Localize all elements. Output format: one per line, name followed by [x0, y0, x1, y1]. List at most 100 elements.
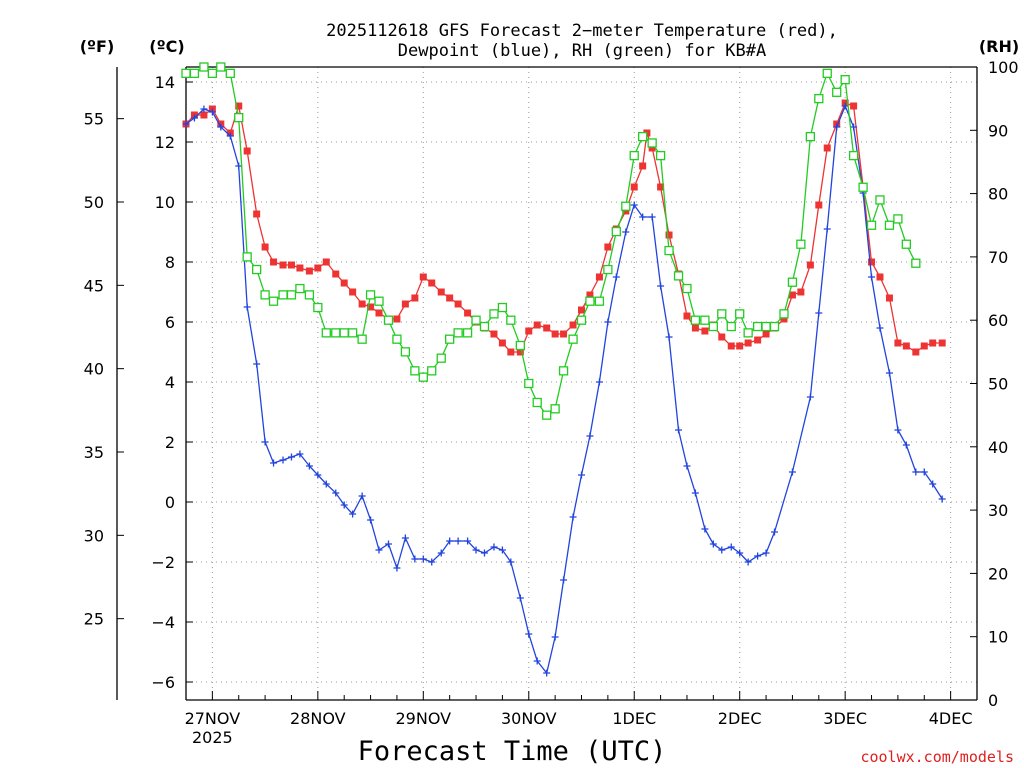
- rh-tick-label: 70: [988, 248, 1008, 267]
- data-point: [823, 144, 831, 152]
- data-point: [708, 321, 718, 332]
- data-point: [788, 291, 796, 299]
- data-point: [332, 489, 340, 497]
- data-point: [754, 552, 762, 560]
- data-point: [313, 302, 323, 313]
- data-point: [506, 315, 516, 325]
- rh-tick-label: 20: [988, 564, 1008, 583]
- data-point: [901, 239, 911, 249]
- data-point: [736, 342, 744, 350]
- celsius-tick-label: −4: [151, 613, 175, 632]
- data-point: [392, 334, 402, 344]
- data-point: [332, 270, 340, 278]
- data-point: [358, 300, 366, 308]
- data-point: [278, 290, 288, 300]
- data-point: [411, 555, 419, 563]
- data-point: [603, 264, 613, 275]
- rh-tick-label: 50: [988, 375, 1008, 394]
- data-point: [525, 327, 533, 335]
- data-point: [507, 348, 515, 356]
- data-point: [735, 309, 745, 319]
- data-point: [314, 471, 322, 479]
- rh-tick-label: 10: [988, 628, 1008, 647]
- data-point: [912, 468, 920, 476]
- series-line: [186, 66, 917, 417]
- data-point: [701, 327, 709, 335]
- data-point: [550, 404, 560, 414]
- data-point: [261, 438, 269, 446]
- data-point: [578, 306, 585, 314]
- data-point: [938, 495, 946, 503]
- series-line: [185, 102, 943, 353]
- data-point: [287, 261, 295, 269]
- fahrenheit-tick-label: 45: [84, 276, 104, 295]
- data-point: [718, 546, 726, 554]
- x-tick-label: 3DEC: [823, 709, 867, 728]
- data-point: [200, 111, 208, 119]
- data-point: [682, 283, 692, 294]
- data-point: [569, 513, 577, 521]
- data-point: [226, 132, 234, 140]
- celsius-tick-label: −2: [151, 553, 175, 572]
- celsius-tick-label: 12: [155, 133, 175, 152]
- chart-title-line-1: 2025112618 GFS Forecast 2−meter Temperat…: [326, 21, 838, 41]
- data-point: [498, 339, 506, 347]
- data-point: [216, 62, 226, 72]
- rh-tick-label: 0: [988, 691, 998, 710]
- data-point: [771, 528, 779, 536]
- data-point: [929, 480, 937, 488]
- fahrenheit-tick-label: 50: [84, 193, 104, 212]
- data-point: [471, 315, 481, 325]
- rh-tick-label: 90: [988, 121, 1008, 140]
- celsius-axis-label: (ºC): [149, 37, 184, 56]
- series-layer: [181, 62, 946, 677]
- celsius-tick-label: 4: [165, 373, 175, 392]
- rh-tick-label: 60: [988, 311, 1008, 330]
- data-point: [743, 328, 753, 338]
- celsius-tick-label: −6: [151, 673, 175, 692]
- fahrenheit-axis-label: (ºF): [80, 37, 115, 56]
- data-point: [393, 564, 401, 572]
- data-point: [314, 264, 322, 272]
- fahrenheit-tick-label: 25: [84, 610, 104, 629]
- data-point: [322, 258, 330, 266]
- data-point: [208, 108, 216, 116]
- source-credit: coolwx.com/models: [860, 748, 1014, 766]
- data-point: [885, 369, 893, 377]
- data-point: [595, 378, 603, 386]
- data-point: [894, 426, 902, 434]
- data-point: [848, 150, 859, 161]
- data-point: [383, 315, 394, 325]
- data-point: [560, 330, 568, 338]
- celsius-tick-label: 6: [165, 313, 175, 332]
- data-point: [938, 339, 946, 347]
- data-point: [744, 558, 752, 566]
- celsius-tick-label: 10: [155, 193, 175, 212]
- data-point: [253, 210, 261, 218]
- data-point: [287, 453, 295, 461]
- data-point: [533, 657, 541, 665]
- data-point: [673, 271, 684, 281]
- series-temperature: [182, 99, 946, 356]
- data-point: [815, 201, 823, 209]
- data-point: [664, 245, 674, 256]
- fahrenheit-tick-label: 35: [84, 443, 104, 462]
- data-point: [675, 426, 683, 434]
- data-point: [630, 201, 638, 209]
- data-point: [400, 347, 411, 357]
- data-point: [655, 150, 666, 161]
- data-point: [393, 315, 401, 323]
- data-point: [464, 309, 472, 317]
- data-point: [446, 537, 454, 545]
- data-point: [779, 309, 789, 319]
- data-point: [507, 558, 515, 566]
- data-point: [875, 195, 885, 205]
- data-point: [629, 150, 639, 161]
- data-point: [595, 273, 603, 281]
- data-point: [648, 144, 656, 152]
- data-point: [516, 594, 524, 602]
- rh-axis-label: (RH): [979, 37, 1019, 56]
- data-point: [446, 294, 454, 302]
- data-point: [752, 321, 763, 332]
- data-point: [560, 576, 568, 584]
